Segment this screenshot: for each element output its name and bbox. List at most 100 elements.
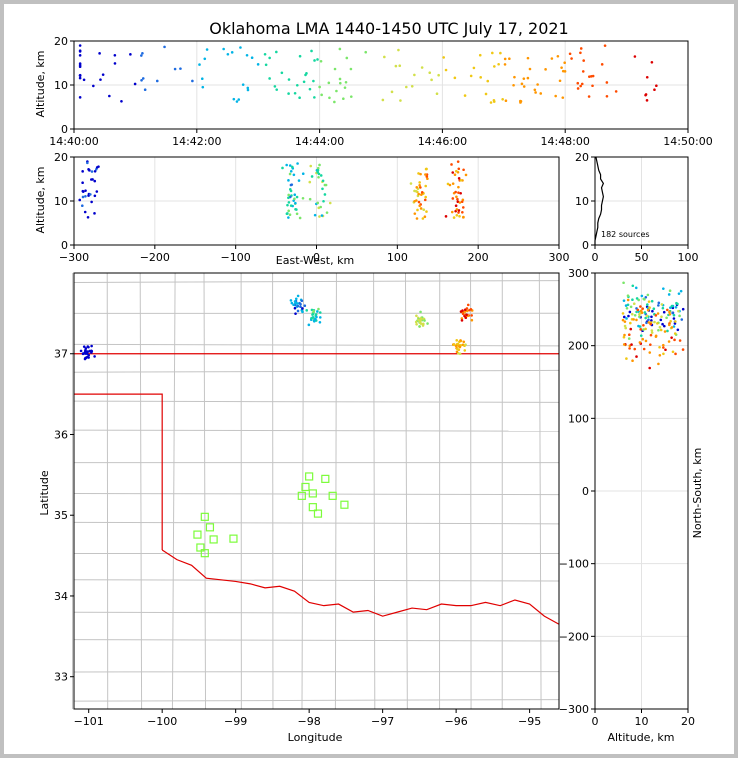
north-south-point	[625, 357, 628, 360]
plan-view-source-point	[296, 294, 300, 298]
east-west-point	[310, 175, 314, 178]
time-altitude-point	[235, 100, 239, 103]
north-south-point	[650, 331, 654, 334]
north-south-point	[638, 341, 642, 344]
east-west-point	[457, 209, 461, 212]
north-south-point	[667, 293, 671, 296]
plan-view-source-point	[419, 319, 422, 322]
plan-view-source-point	[455, 347, 459, 351]
east-west-point	[457, 185, 460, 189]
plan-view-source-point	[88, 349, 92, 353]
plan-view-source-point	[93, 355, 96, 358]
north-south-point	[647, 300, 651, 303]
time-altitude-point	[568, 52, 572, 56]
time-altitude-point	[501, 97, 504, 101]
north-south-ytick-label: 0	[582, 485, 589, 498]
county-line	[73, 280, 560, 284]
time-altitude-point	[263, 52, 267, 56]
time-altitude-point	[582, 59, 585, 62]
east-west-point	[416, 208, 419, 212]
plan-view-source-point	[468, 308, 471, 312]
station-marker	[229, 534, 238, 543]
north-south-point	[662, 310, 666, 314]
time-altitude-point	[463, 94, 467, 97]
histogram-line	[594, 156, 605, 245]
county-line	[73, 639, 560, 642]
time-altitude-point	[82, 78, 86, 82]
histogram-ytick-label: 0	[582, 239, 589, 252]
north-south-point	[672, 313, 676, 317]
east-west-point	[309, 164, 313, 168]
time-altitude-point	[333, 100, 336, 104]
north-south-point	[645, 314, 649, 318]
north-south-point	[627, 337, 631, 340]
north-south-point	[668, 289, 672, 292]
north-south-point	[648, 366, 651, 370]
plan-view-source-point	[307, 323, 311, 327]
east-west-point	[459, 191, 462, 195]
east-west-point	[426, 177, 429, 181]
time-altitude-point	[298, 96, 301, 100]
north-south-point	[638, 311, 642, 315]
east-west-point	[461, 206, 465, 209]
north-south-point	[658, 345, 661, 349]
north-south-point	[639, 309, 643, 313]
station-marker	[328, 491, 337, 500]
time-altitude-xtick-label: 14:46:00	[418, 135, 467, 148]
north-south-point	[622, 299, 626, 302]
time-altitude-point	[561, 96, 565, 99]
north-south-point	[644, 327, 647, 331]
histogram-ytick-label: 10	[575, 195, 589, 208]
north-south-point	[627, 333, 631, 337]
north-south-point	[636, 308, 640, 312]
east-west-xtick-label: −300	[59, 251, 89, 264]
time-altitude-point	[644, 93, 648, 96]
plan-view-source-point	[299, 305, 302, 308]
time-altitude-point	[78, 76, 82, 80]
east-west-point	[87, 168, 90, 171]
north-south-point	[661, 343, 665, 347]
plan-view-source-point	[296, 302, 299, 305]
north-south-point	[622, 343, 626, 346]
histogram-frame	[594, 156, 689, 246]
north-south-point	[670, 336, 673, 339]
east-west-point	[293, 197, 296, 201]
time-altitude-point	[200, 77, 204, 81]
north-south-point	[657, 301, 661, 305]
north-south-point	[645, 303, 649, 306]
east-west-point	[322, 199, 325, 203]
time-altitude-point	[338, 81, 342, 85]
time-altitude-point	[479, 76, 482, 79]
plan-view-source-point	[426, 322, 429, 325]
time-altitude-ylabel: Altitude, km	[34, 50, 47, 117]
north-south-point	[648, 306, 651, 309]
north-south-point	[635, 310, 638, 314]
plan-view-source-point	[85, 350, 89, 353]
north-south-point	[669, 306, 672, 309]
time-altitude-point	[343, 86, 347, 89]
time-altitude-point	[570, 57, 573, 60]
time-altitude-point	[327, 81, 331, 85]
north-south-point	[623, 320, 627, 323]
time-altitude-point	[230, 51, 234, 54]
east-west-point	[425, 210, 428, 213]
plan-view-source-point	[455, 339, 459, 342]
county-line	[73, 343, 560, 347]
east-west-point	[81, 190, 85, 193]
time-altitude-point	[512, 83, 515, 87]
time-altitude-point	[349, 67, 353, 71]
north-south-point	[635, 355, 638, 358]
station-marker	[308, 503, 317, 512]
east-west-point	[293, 193, 297, 197]
north-south-point	[649, 322, 652, 326]
east-west-point	[318, 163, 321, 167]
plan-view-source-point	[455, 350, 459, 354]
time-altitude-point	[519, 99, 522, 103]
north-south-point	[639, 305, 642, 308]
north-south-point	[628, 310, 632, 314]
east-west-point	[86, 161, 89, 165]
north-south-point	[635, 318, 638, 322]
station-marker	[305, 472, 314, 481]
north-south-point	[678, 339, 682, 342]
north-south-point	[640, 294, 644, 298]
